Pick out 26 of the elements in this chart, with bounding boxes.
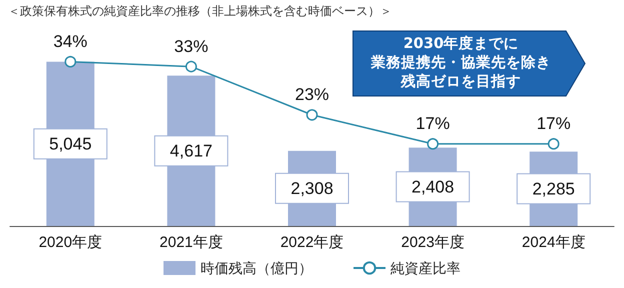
point — [548, 138, 560, 150]
legend-label: 純資産比率 — [390, 260, 460, 276]
legend-label: 時価残高（億円） — [200, 260, 312, 276]
chart-title: ＜政策保有株式の純資産比率の推移（非上場株式を含む時価ベース）＞ — [8, 3, 392, 20]
x-tick-label: 2020年度 — [38, 234, 102, 251]
data-label: 2,285 — [532, 179, 575, 198]
annotation: 残高ゼロを目指す — [401, 74, 521, 90]
point — [185, 60, 197, 72]
data-label: 17% — [536, 114, 571, 134]
x-tick-label: 2023年度 — [401, 234, 464, 251]
point — [64, 56, 76, 68]
data-label: 5,045 — [49, 134, 92, 154]
x-tick-label: 2022年度 — [280, 234, 344, 251]
point — [427, 138, 439, 150]
data-label: 33% — [174, 36, 208, 56]
data-label: 2,308 — [290, 178, 334, 198]
annotation: 業務提携先・協業先を除き — [371, 55, 551, 71]
x-tick-label: 2024年度 — [522, 234, 586, 251]
point — [306, 109, 318, 121]
text: 2030年度までに — [403, 36, 519, 52]
data-label: 17% — [416, 114, 450, 134]
data-label: 4,617 — [170, 141, 212, 160]
data-label: 2,408 — [412, 177, 454, 196]
data-label: 23% — [294, 85, 330, 104]
data-label: 34% — [53, 32, 88, 51]
x-tick-label: 2021年度 — [160, 234, 223, 251]
